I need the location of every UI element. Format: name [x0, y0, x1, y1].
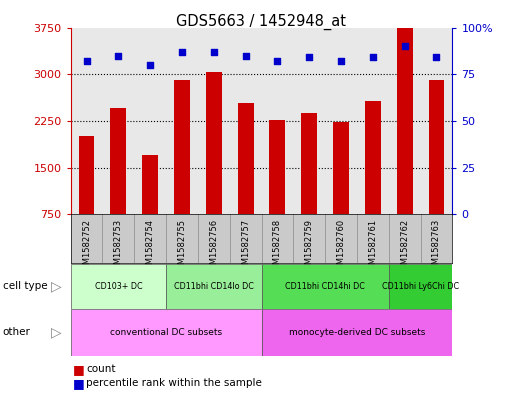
Bar [357, 214, 389, 263]
Text: percentile rank within the sample: percentile rank within the sample [86, 378, 262, 388]
Bar [103, 28, 134, 214]
Point [242, 52, 250, 59]
Text: ■: ■ [73, 376, 85, 390]
Bar [166, 264, 262, 309]
Bar [301, 113, 317, 214]
Bar [134, 214, 166, 263]
Point [401, 43, 409, 49]
Bar [206, 72, 222, 214]
Text: CD11bhi CD14hi DC: CD11bhi CD14hi DC [285, 282, 365, 291]
Point [433, 54, 441, 61]
Text: GSM1582756: GSM1582756 [209, 219, 218, 275]
Bar [71, 214, 103, 263]
Bar [262, 214, 293, 263]
Bar [325, 214, 357, 263]
Bar [71, 264, 166, 309]
Bar [389, 214, 420, 263]
Point [337, 58, 345, 64]
Bar [325, 28, 357, 214]
Text: GSM1582759: GSM1582759 [305, 219, 314, 275]
Text: ▷: ▷ [51, 279, 62, 293]
Point [273, 58, 281, 64]
Bar [78, 136, 95, 214]
Text: CD103+ DC: CD103+ DC [95, 282, 142, 291]
Text: GSM1582755: GSM1582755 [177, 219, 187, 275]
Text: GSM1582758: GSM1582758 [273, 219, 282, 275]
Text: cell type: cell type [3, 281, 47, 291]
Bar [397, 24, 413, 214]
Text: GSM1582763: GSM1582763 [432, 219, 441, 275]
Bar [420, 28, 452, 214]
Bar [198, 28, 230, 214]
Bar [110, 108, 126, 214]
Bar [174, 81, 190, 214]
Text: GSM1582762: GSM1582762 [400, 219, 409, 275]
Bar [103, 214, 134, 263]
Bar [357, 28, 389, 214]
Bar [71, 309, 262, 356]
Bar [389, 28, 420, 214]
Bar [71, 28, 103, 214]
Point [82, 58, 90, 64]
Bar [428, 81, 445, 214]
Text: other: other [3, 327, 30, 338]
Text: GSM1582754: GSM1582754 [145, 219, 155, 275]
Text: GSM1582753: GSM1582753 [114, 219, 123, 275]
Bar [262, 309, 452, 356]
Bar [293, 214, 325, 263]
Bar [293, 28, 325, 214]
Bar [237, 103, 254, 214]
Text: GSM1582757: GSM1582757 [241, 219, 250, 275]
Text: CD11bhi CD14lo DC: CD11bhi CD14lo DC [174, 282, 254, 291]
Point [369, 54, 377, 61]
Bar [262, 28, 293, 214]
Bar [198, 214, 230, 263]
Text: ▷: ▷ [51, 325, 62, 340]
Bar [230, 214, 262, 263]
Bar [166, 214, 198, 263]
Bar [142, 155, 158, 214]
Bar [134, 28, 166, 214]
Text: GSM1582761: GSM1582761 [368, 219, 378, 275]
Bar [389, 264, 452, 309]
Text: GSM1582752: GSM1582752 [82, 219, 91, 275]
Bar [269, 119, 286, 214]
Text: conventional DC subsets: conventional DC subsets [110, 328, 222, 337]
Text: CD11bhi Ly6Chi DC: CD11bhi Ly6Chi DC [382, 282, 459, 291]
Text: GSM1582760: GSM1582760 [336, 219, 346, 275]
Point [305, 54, 313, 61]
Point [178, 49, 186, 55]
Bar [262, 264, 389, 309]
Point [210, 49, 218, 55]
Text: monocyte-derived DC subsets: monocyte-derived DC subsets [289, 328, 425, 337]
Text: count: count [86, 364, 116, 375]
Bar [365, 101, 381, 214]
Bar [333, 122, 349, 214]
Text: ■: ■ [73, 363, 85, 376]
Text: GDS5663 / 1452948_at: GDS5663 / 1452948_at [176, 14, 347, 30]
Point [146, 62, 154, 68]
Bar [420, 214, 452, 263]
Bar [166, 28, 198, 214]
Bar [230, 28, 262, 214]
Point [114, 52, 122, 59]
